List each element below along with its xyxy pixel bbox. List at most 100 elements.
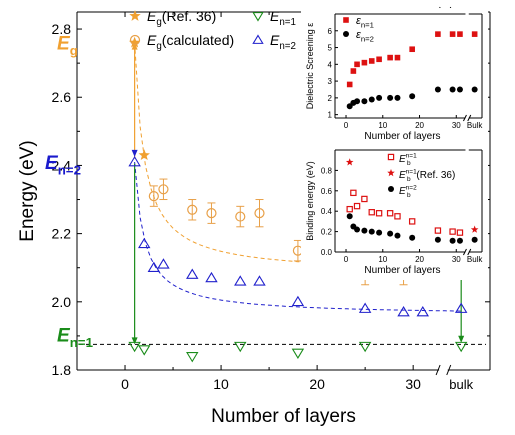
legend-label: En=1 b: [399, 153, 417, 168]
binding-x-tick-label: 20: [415, 255, 424, 264]
b1-point: [353, 202, 361, 210]
main-x-tick-label: 20: [309, 376, 325, 392]
annotation-en1: En=1: [57, 325, 94, 350]
binding-x-tick-label: 30: [452, 255, 461, 264]
binding-y-tick-label: 0.0: [321, 248, 333, 257]
main-y-tick-label: 2.6: [52, 89, 72, 105]
n2-point: [138, 237, 151, 249]
binding-x-tick-label: 0: [344, 255, 349, 264]
b2-point: [368, 228, 375, 235]
b2-point: [354, 226, 361, 233]
b1-ref-point: [345, 158, 354, 166]
n1-point: [186, 352, 199, 363]
annotation-en2: En=2: [45, 153, 81, 178]
b1-point: [346, 205, 353, 213]
dielectric-y-tick-label: 4: [328, 60, 333, 69]
eps2-point: [456, 86, 463, 93]
eps1-point: [354, 61, 360, 68]
n2-point: [454, 302, 468, 313]
dielectric-background: [301, 8, 488, 146]
eps2-point: [361, 98, 368, 105]
eps2-point: [376, 94, 383, 101]
eg-fit-curve: [134, 42, 462, 269]
b2-point: [471, 236, 478, 243]
main-y-tick-label: 2.4: [52, 157, 72, 173]
legend-label: Eg(Ref. 36): [147, 8, 216, 28]
dielectric-x-tick-label: 10: [378, 121, 387, 130]
legend-label: Eg(calculated): [147, 32, 234, 52]
axis-break-mark: [435, 364, 441, 376]
eg-ref-point: [138, 149, 150, 161]
main-x-tick-label: 30: [405, 376, 421, 392]
dielectric-y-tick-label: 5: [328, 44, 333, 53]
axis-break-mark: [463, 114, 467, 122]
legend-symbol: [387, 153, 395, 161]
n2-point: [234, 275, 247, 286]
binding-x-tick-label: 10: [378, 255, 387, 264]
eps1-point: [346, 81, 353, 88]
eps2-point: [409, 93, 416, 100]
legend-symbol: [129, 34, 141, 46]
b1-point: [368, 209, 375, 216]
n2-point: [358, 302, 372, 313]
eps2-point: [471, 86, 478, 93]
legend-label: En=1 b (Ref. 36): [399, 169, 455, 184]
legend-label: εn=2: [356, 29, 374, 43]
eps1-point: [471, 31, 478, 37]
legend-symbol: [343, 31, 349, 37]
n1-arrow-head: [131, 337, 138, 345]
b2-point: [409, 234, 416, 241]
axis-break-mark: [467, 114, 472, 122]
b2-point: [376, 229, 383, 236]
binding-y-tick-label: 0.8: [321, 166, 333, 175]
n2-point: [205, 271, 218, 283]
binding-bulk-label: Bulk: [467, 255, 484, 264]
eg-calc-point: [158, 184, 169, 195]
dielectric-y-tick-label: 6: [328, 27, 333, 36]
dielectric-x-tick-label: 20: [415, 121, 424, 130]
eps2-point: [394, 94, 401, 101]
bulk-arrow-head: [458, 335, 465, 343]
eps1-point: [457, 31, 463, 37]
n1-point: [358, 341, 372, 353]
eps1-point: [361, 59, 368, 66]
legend-symbol: [252, 12, 264, 22]
eps1-point: [449, 31, 456, 37]
n2-point: [253, 275, 266, 286]
n2-point: [157, 258, 170, 269]
legend-symbol: [387, 169, 395, 177]
eps1-point: [394, 54, 401, 61]
eps1-point: [368, 58, 375, 64]
n1-point: [138, 345, 151, 356]
binding-y-axis-title: Binding energy (eV): [305, 161, 315, 241]
b1-point: [456, 229, 464, 236]
legend-label: εn=1: [356, 15, 374, 29]
dielectric-y-tick-label: 2: [328, 94, 333, 103]
dielectric-y-tick-label: 1: [328, 111, 333, 120]
n2-point: [186, 268, 199, 279]
b1-point: [361, 195, 368, 203]
eps1-point: [387, 54, 393, 61]
legend-label: En=2 b: [399, 185, 417, 200]
main-y-axis-title: Energy (eV): [17, 140, 38, 241]
eps1-point: [409, 46, 415, 53]
n1-point: [291, 348, 305, 360]
b1-point: [350, 189, 357, 197]
eps2-point: [449, 86, 456, 93]
eg-arrow-head: [131, 42, 138, 50]
legend-symbol: [343, 17, 349, 23]
main-y-tick-label: 2.2: [52, 226, 72, 242]
binding-x-axis-title: Number of layers: [364, 265, 440, 276]
n2-point: [291, 295, 305, 307]
n1-point: [454, 341, 468, 353]
b1-point: [375, 210, 383, 217]
eg-calc-point: [148, 191, 159, 202]
legend-label: En=2: [270, 32, 296, 52]
n2-point: [147, 261, 161, 273]
eps2-point: [354, 98, 361, 105]
main-x-tick-label: 0: [121, 376, 129, 392]
eps1-point: [350, 68, 357, 74]
n2-point: [416, 305, 429, 317]
b1-point: [434, 227, 442, 234]
